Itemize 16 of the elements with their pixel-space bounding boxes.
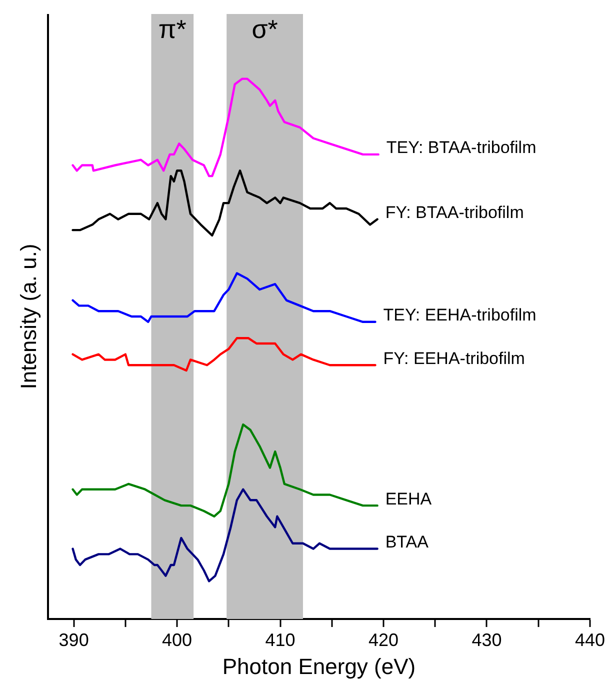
series-label: BTAA — [385, 532, 430, 552]
x-tick-label: 430 — [472, 630, 502, 650]
series-label: TEY: EEHA-tribofilm — [383, 306, 536, 325]
series-label: FY: EEHA-tribofilm — [383, 348, 525, 368]
x-tick-label: 390 — [58, 630, 89, 650]
x-tick-label: 420 — [368, 630, 399, 650]
x-tick-label: 400 — [162, 630, 192, 650]
series-label: TEY: BTAA-tribofilm — [386, 138, 536, 158]
x-tick-label: 440 — [574, 630, 606, 650]
band-label: σ* — [252, 14, 278, 44]
y-axis-title: Intensity (a. u.) — [16, 244, 42, 390]
series-label: FY: BTAA-tribofilm — [385, 202, 524, 222]
x-tick-label: 410 — [265, 630, 296, 650]
series-label: EEHA — [385, 489, 432, 508]
x-axis-title: Photon Energy (eV) — [222, 654, 416, 679]
band-label: π* — [158, 14, 186, 44]
